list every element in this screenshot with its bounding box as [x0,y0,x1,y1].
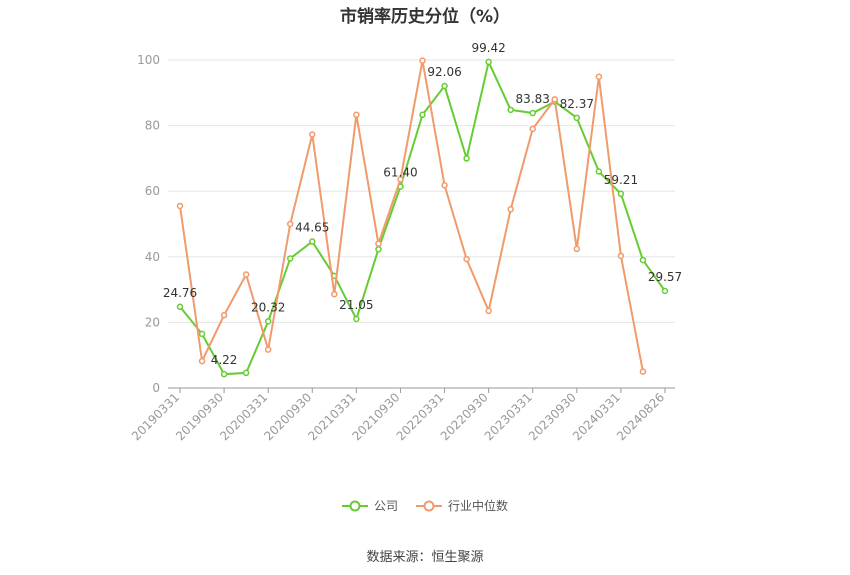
x-tick-label: 20240826 [614,390,667,443]
data-point-company [419,111,426,119]
data-point-industry-median [419,57,426,64]
data-label: 44.65 [295,221,329,235]
legend-marker-company [341,500,368,511]
legend-marker-industry-median [416,500,442,511]
data-point-company [639,256,647,264]
data-point-company [309,238,316,245]
y-tick-label: 0 [152,381,160,395]
legend-label-industry-median: 行业中位数 [448,499,509,513]
data-label: 4.22 [211,353,238,367]
data-point-company [220,370,228,378]
data-point-company [198,330,206,338]
data-label: 99.42 [471,41,505,55]
data-point-company [507,106,514,114]
y-tick-label: 80 [145,119,160,133]
y-tick-label: 60 [145,184,160,198]
data-point-industry-median [353,111,360,119]
data-label: 20.32 [251,300,285,314]
data-point-company [353,315,360,323]
data-point-industry-median [617,252,625,260]
data-point-company [661,287,669,295]
data-point-company [529,109,536,117]
data-point-industry-median [595,73,603,80]
data-point-industry-median [551,96,559,103]
data-point-industry-median [507,205,514,213]
data-point-industry-median [485,307,492,315]
data-point-industry-median [331,290,338,298]
data-label: 92.06 [427,65,461,79]
data-label: 24.76 [163,286,197,300]
data-point-industry-median [242,271,250,278]
data-labels: 24.76 4.22 20.32 44.65 21.05 61.40 92.06 99.42 8… [163,41,682,367]
data-point-company [485,58,492,66]
data-point-industry-median [375,240,382,247]
legend: 公司 行业中位数 [0,497,850,514]
data-point-company [176,303,184,311]
data-point-company [375,246,382,253]
data-label: 82.37 [560,97,594,111]
data-point-industry-median [198,357,206,365]
data-point-industry-median [286,220,294,228]
data-point-industry-median [463,255,470,263]
data-point-industry-median [176,202,184,210]
data-point-industry-median [220,311,228,319]
legend-label-company: 公司 [373,499,398,513]
data-point-industry-median [573,245,581,253]
data-point-industry-median [264,346,272,353]
legend-item-industry-median[interactable]: 行业中位数 [416,497,508,514]
axes: 0204060801002019033120190930202003312020… [129,53,675,443]
y-tick-label: 40 [145,250,160,264]
data-point-company [617,190,625,198]
grid-lines [168,59,675,323]
data-point-company [573,114,581,122]
series-line-industry-median [179,60,644,372]
data-point-industry-median [529,125,536,133]
data-point-company [264,318,272,325]
data-point-industry-median [397,176,404,183]
data-label: 29.57 [648,270,682,284]
data-point-company [595,168,603,175]
data-label: 21.05 [339,298,373,312]
data-point-company [242,369,250,377]
data-label: 59.21 [604,173,638,187]
data-label: 83.83 [516,92,550,106]
data-point-industry-median [639,368,647,375]
data-label: 61.40 [383,166,417,180]
y-tick-label: 100 [137,53,160,67]
data-point-company [286,255,294,262]
series [176,57,669,378]
data-point-industry-median [441,182,448,189]
data-point-industry-median [309,131,316,138]
chart-title: 市销率历史分位（%） [339,7,511,27]
y-tick-label: 20 [145,315,160,329]
source-note: 数据来源：恒生聚源 [366,550,484,565]
legend-item-company[interactable]: 公司 [341,497,398,514]
data-point-company [441,82,448,90]
data-point-company [463,155,470,162]
